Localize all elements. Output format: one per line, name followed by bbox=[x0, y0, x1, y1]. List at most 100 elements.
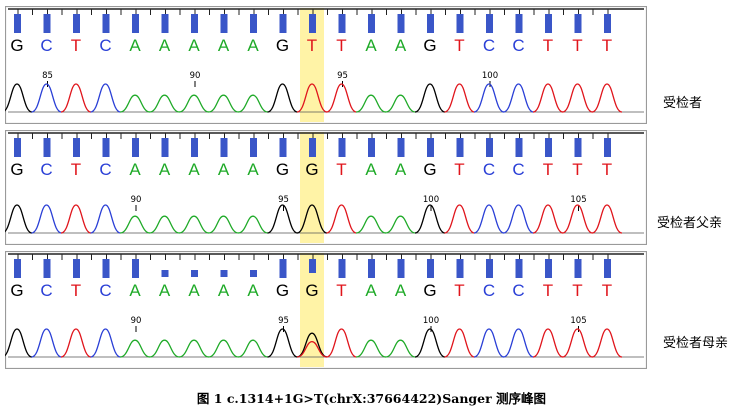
quality-bar bbox=[14, 259, 21, 278]
trace-peak bbox=[532, 328, 564, 358]
quality-bar bbox=[73, 14, 80, 33]
trace-peak bbox=[562, 328, 593, 358]
trace-peak bbox=[90, 328, 121, 358]
trace-peak bbox=[414, 328, 446, 358]
base-call: A bbox=[159, 36, 171, 55]
position-marker-label: 95 bbox=[278, 195, 289, 205]
base-call: G bbox=[10, 36, 23, 55]
quality-bar bbox=[73, 138, 80, 157]
quality-bar bbox=[43, 259, 51, 278]
quality-bar bbox=[397, 14, 405, 33]
base-call: T bbox=[602, 36, 612, 55]
base-call: A bbox=[247, 281, 259, 300]
trace-peak bbox=[237, 215, 269, 234]
quality-bar bbox=[368, 138, 375, 157]
base-call: A bbox=[365, 281, 377, 300]
quality-bar bbox=[574, 259, 582, 278]
chromatogram-mother: G C T C A A A A A G G T A A G T C C T T T90 95 100 105 bbox=[5, 251, 647, 369]
trace-peak bbox=[267, 204, 298, 234]
trace-peak bbox=[385, 215, 416, 234]
trace-peak bbox=[208, 94, 239, 113]
quality-bar bbox=[43, 14, 51, 33]
trace-peak bbox=[267, 83, 298, 113]
panel-mother: G C T C A A A A A G G T A A G T C C T T T 90 95 100 105 bbox=[5, 251, 647, 369]
base-call: C bbox=[99, 160, 111, 179]
quality-bar bbox=[73, 259, 80, 278]
trace-peak bbox=[178, 339, 210, 358]
base-call: A bbox=[159, 281, 171, 300]
panel-proband: G C T C A A A A A G T T A A G T C C T T T 85 90 95 100 bbox=[5, 6, 647, 124]
trace-peak bbox=[503, 328, 534, 358]
position-marker-label: 85 bbox=[42, 71, 53, 81]
base-call: T bbox=[454, 281, 464, 300]
trace-peak bbox=[385, 339, 416, 358]
quality-bar bbox=[427, 259, 434, 278]
trace-peak bbox=[208, 339, 239, 358]
trace-peak bbox=[591, 328, 623, 358]
position-marker-label: 100 bbox=[423, 316, 439, 326]
trace-peak bbox=[237, 339, 269, 358]
trace-peak bbox=[5, 83, 33, 113]
base-call: T bbox=[307, 36, 317, 55]
quality-bar bbox=[397, 259, 405, 278]
trace-peak bbox=[119, 94, 151, 113]
base-call: T bbox=[602, 281, 612, 300]
quality-bar bbox=[515, 138, 523, 157]
quality-bar bbox=[191, 270, 198, 277]
quality-bar bbox=[309, 14, 316, 33]
base-call: C bbox=[99, 36, 111, 55]
base-call: A bbox=[395, 160, 407, 179]
chromatogram-father: G C T C A A A A A G G T A A G T C C T T T90 95 100 105 bbox=[5, 130, 647, 245]
quality-bar bbox=[14, 14, 21, 33]
base-call: G bbox=[305, 160, 318, 179]
base-call: C bbox=[512, 281, 524, 300]
quality-bar bbox=[220, 138, 228, 157]
trace-peak bbox=[178, 94, 210, 113]
trace-peak bbox=[267, 328, 298, 358]
quality-bar bbox=[604, 14, 611, 33]
trace-peak bbox=[31, 328, 62, 358]
quality-bar bbox=[545, 14, 552, 33]
trace-peak bbox=[208, 215, 239, 234]
quality-bar bbox=[132, 138, 139, 157]
position-marker-label: 90 bbox=[131, 195, 142, 205]
quality-bar bbox=[250, 270, 257, 277]
quality-bar bbox=[338, 138, 346, 157]
quality-bar bbox=[220, 14, 228, 33]
quality-bar bbox=[456, 259, 464, 278]
trace-peak bbox=[355, 94, 387, 113]
base-call: C bbox=[40, 281, 52, 300]
position-marker-label: 90 bbox=[131, 316, 142, 326]
trace-peak bbox=[562, 204, 593, 234]
quality-bar bbox=[279, 138, 287, 157]
base-call: T bbox=[572, 160, 582, 179]
quality-bar bbox=[545, 259, 552, 278]
quality-bar bbox=[427, 138, 434, 157]
trace-peak bbox=[444, 83, 475, 113]
base-call: A bbox=[247, 160, 259, 179]
base-call: A bbox=[188, 36, 200, 55]
quality-bar bbox=[338, 259, 346, 278]
base-call: T bbox=[71, 281, 81, 300]
base-call: G bbox=[305, 281, 318, 300]
quality-bar bbox=[279, 259, 287, 278]
quality-bar bbox=[102, 14, 110, 33]
base-call: C bbox=[40, 36, 52, 55]
trace-peak bbox=[5, 328, 33, 358]
base-call: A bbox=[365, 36, 377, 55]
trace-peak bbox=[473, 204, 505, 234]
quality-bar bbox=[486, 14, 493, 33]
trace-peak bbox=[296, 332, 328, 358]
trace-peak bbox=[326, 83, 357, 113]
base-call: A bbox=[218, 281, 230, 300]
base-call: C bbox=[512, 160, 524, 179]
trace-peak bbox=[149, 215, 180, 234]
quality-bar bbox=[427, 14, 434, 33]
base-call: C bbox=[483, 36, 495, 55]
base-call: G bbox=[276, 160, 289, 179]
trace-peak bbox=[149, 94, 180, 113]
trace-peak bbox=[355, 215, 387, 234]
base-call: A bbox=[247, 36, 259, 55]
trace-peak bbox=[237, 94, 269, 113]
base-call: G bbox=[10, 160, 23, 179]
